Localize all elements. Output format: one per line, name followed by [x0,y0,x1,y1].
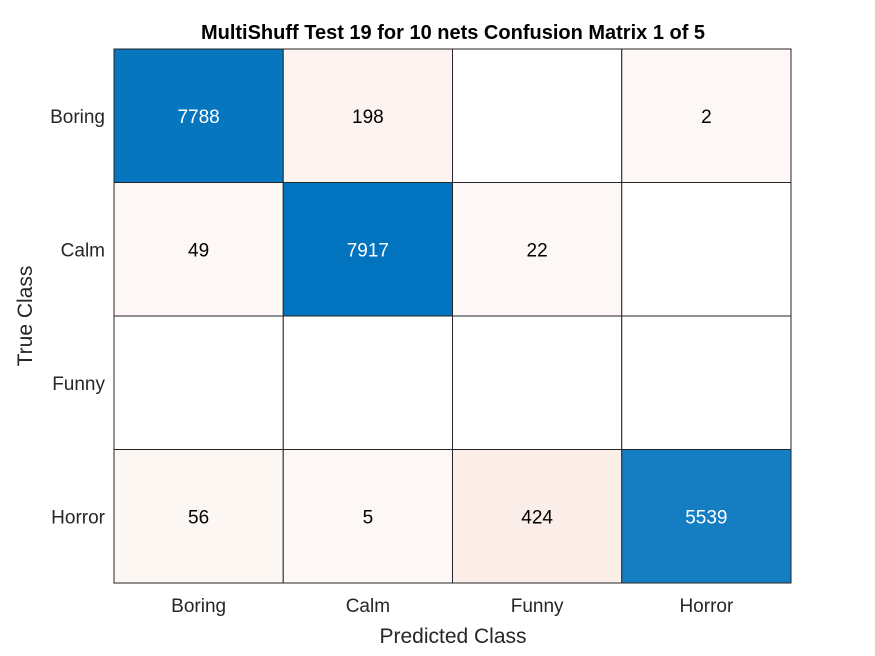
cell-values: 7788 198 2 49 7917 22 56 5 424 5539 [177,107,727,529]
matrix-cell [282,48,453,183]
y-tick-label: Horror [51,507,106,528]
y-tick-label: Calm [61,240,105,261]
cell-value-label: 49 [188,240,209,261]
cell-value-label: 5 [363,507,374,528]
matrix-cell [113,182,284,317]
cell-value-label: 2 [701,107,712,128]
x-tick-label: Funny [511,596,564,617]
cell-value-label: 56 [188,507,209,528]
matrix-cell [113,449,284,584]
matrix-cell [452,48,623,183]
matrix-cell [621,449,792,584]
matrix-cell [452,182,623,317]
matrix-cell [282,315,453,450]
cell-value-label: 424 [521,507,553,528]
y-tick-labels: Boring Calm Funny Horror [50,107,106,529]
x-tick-label: Calm [346,596,390,617]
x-tick-label: Boring [171,596,226,617]
chart-title: MultiShuff Test 19 for 10 nets Confusion… [201,22,705,44]
cell-value-label: 5539 [685,507,727,528]
matrix-cells [113,48,792,584]
matrix-cell [282,182,453,317]
cell-value-label: 7917 [347,240,389,261]
x-tick-labels: Boring Calm Funny Horror [171,596,734,617]
matrix-cell [621,315,792,450]
matrix-cell [113,48,284,183]
matrix-cell [621,182,792,317]
x-tick-label: Horror [679,596,734,617]
cell-value-label: 22 [527,240,548,261]
cell-value-label: 7788 [177,107,219,128]
matrix-cell [113,315,284,450]
y-axis-label: True Class [14,266,37,367]
y-tick-label: Boring [50,107,105,128]
matrix-cell [452,315,623,450]
y-tick-label: Funny [52,374,105,395]
cell-value-label: 198 [352,107,384,128]
matrix-cell [452,449,623,584]
matrix-cell [282,449,453,584]
matrix-cell [621,48,792,183]
x-axis-label: Predicted Class [379,625,526,648]
